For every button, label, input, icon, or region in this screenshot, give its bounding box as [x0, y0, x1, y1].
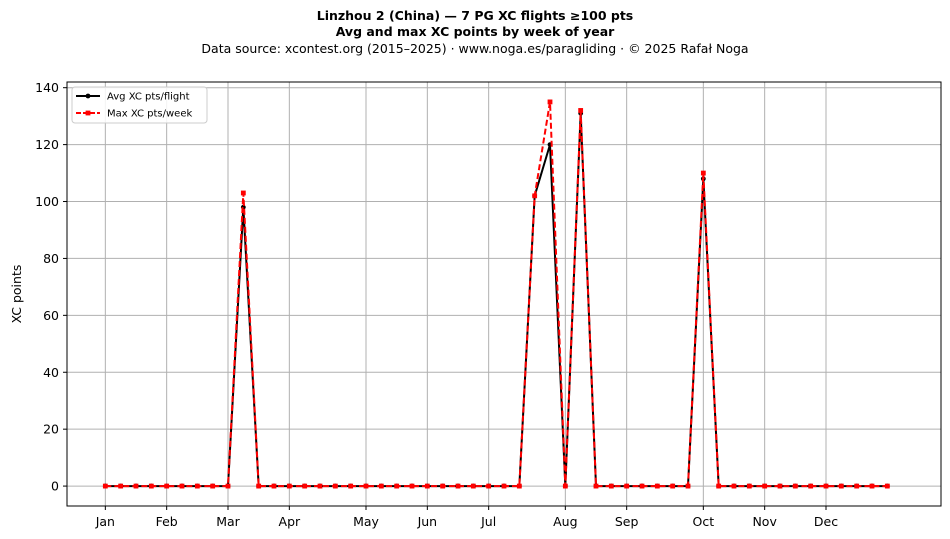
max-point — [256, 483, 262, 489]
max-point — [516, 483, 522, 489]
chart-title-block: Linzhou 2 (China) — 7 PG XC flights ≥100… — [0, 8, 950, 57]
max-point — [731, 483, 737, 489]
legend-label: Max XC pts/week — [107, 109, 192, 120]
max-point — [777, 483, 783, 489]
plot-frame — [66, 81, 942, 507]
max-point — [378, 483, 384, 489]
legend: Avg XC pts/flight Max XC pts/week — [71, 86, 208, 124]
max-point — [578, 108, 584, 113]
y-axis: 0 20 40 60 80 100 120 140 — [35, 80, 67, 494]
chart-title: Linzhou 2 (China) — 7 PG XC flights ≥100… — [316, 8, 634, 23]
max-point — [639, 483, 645, 489]
max-point — [869, 483, 875, 489]
max-point — [102, 483, 108, 489]
max-point — [838, 483, 844, 489]
y-tick-label: 120 — [35, 137, 59, 152]
max-point — [562, 483, 568, 489]
max-point — [179, 483, 185, 489]
max-point — [225, 483, 231, 489]
max-point — [654, 483, 660, 489]
x-tick-label: Apr — [279, 514, 301, 529]
max-point — [455, 483, 461, 489]
chart-subtitle: Avg and max XC points by week of year — [335, 24, 615, 39]
x-tick-label: Sep — [615, 514, 639, 529]
y-tick-label: 80 — [43, 251, 59, 266]
max-point — [348, 483, 354, 489]
y-tick-label: 40 — [43, 365, 59, 380]
y-axis-label: XC points — [9, 265, 24, 324]
y-tick-label: 140 — [35, 80, 59, 95]
x-tick-label: Feb — [156, 514, 178, 529]
max-point — [133, 483, 139, 489]
max-point — [547, 99, 553, 105]
max-point — [148, 483, 154, 489]
max-point — [302, 483, 308, 489]
series-line-avg — [105, 113, 888, 488]
max-point — [470, 483, 476, 489]
max-point — [409, 483, 415, 489]
max-point — [700, 170, 706, 176]
max-point — [394, 483, 400, 489]
max-point — [854, 483, 860, 489]
x-tick-label: Nov — [752, 514, 777, 529]
max-point — [746, 483, 752, 489]
max-point — [808, 483, 814, 489]
series-line-max — [105, 101, 888, 488]
chart-source-note: Data source: xcontest.org (2015–2025) · … — [201, 41, 749, 56]
max-point — [501, 483, 507, 489]
grid-lines — [67, 82, 941, 506]
legend-box — [71, 86, 208, 124]
max-point — [685, 483, 691, 489]
max-point — [823, 483, 829, 489]
max-point — [118, 483, 124, 489]
y-tick-label: 20 — [43, 422, 59, 437]
max-point — [424, 483, 430, 489]
legend-label: Avg XC pts/flight — [107, 92, 190, 103]
x-tick-label: Aug — [553, 514, 577, 529]
max-point — [286, 483, 292, 489]
y-tick-label: 0 — [51, 479, 59, 494]
x-tick-label: Mar — [216, 514, 240, 529]
legend-marker — [85, 93, 91, 99]
max-point — [271, 483, 277, 489]
x-axis: Jan Feb Mar Apr May Jun Jul Aug Sep Oct Nov Dec — [95, 506, 838, 529]
max-point — [762, 483, 768, 489]
series-layer — [102, 99, 890, 489]
x-tick-label: Jun — [417, 514, 438, 529]
x-tick-label: May — [353, 514, 379, 529]
max-point — [716, 483, 722, 489]
legend-marker — [85, 110, 91, 116]
max-point — [884, 483, 890, 489]
x-tick-label: Oct — [693, 514, 715, 529]
max-point — [332, 483, 338, 489]
x-tick-label: Jul — [480, 514, 496, 529]
max-point — [608, 483, 614, 489]
y-tick-label: 60 — [43, 308, 59, 323]
max-point — [240, 190, 246, 196]
max-point — [440, 483, 446, 489]
x-tick-label: Dec — [814, 514, 838, 529]
y-tick-label: 100 — [35, 194, 59, 209]
max-point — [532, 193, 538, 199]
max-point — [210, 483, 216, 489]
max-point — [624, 483, 630, 489]
max-point — [792, 483, 798, 489]
max-point — [164, 483, 170, 489]
max-point — [486, 483, 492, 489]
x-tick-label: Jan — [95, 514, 115, 529]
max-point — [363, 483, 369, 489]
max-point — [317, 483, 323, 489]
max-point — [670, 483, 676, 489]
max-point — [593, 483, 599, 489]
max-point — [194, 483, 200, 489]
